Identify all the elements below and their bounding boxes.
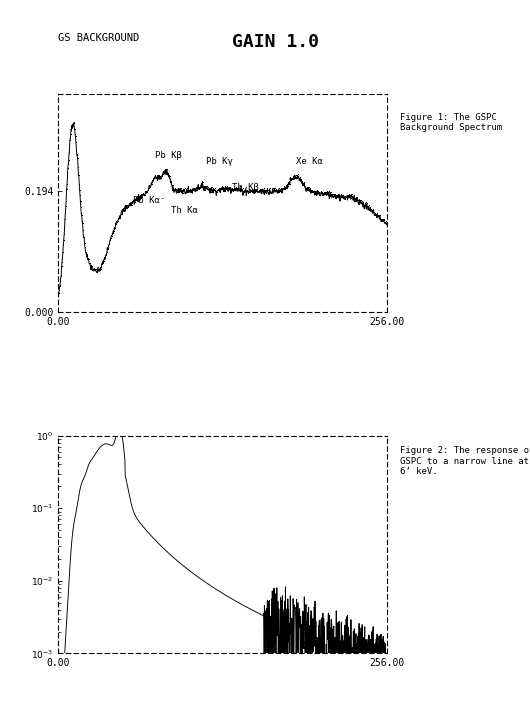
Text: Figure 1: The GSPC
Background Spectrum: Figure 1: The GSPC Background Spectrum: [400, 113, 502, 132]
Text: Th Kβ: Th Kβ: [232, 183, 259, 192]
Text: GS BACKGROUND: GS BACKGROUND: [58, 33, 139, 43]
Text: Pb Kα⁻: Pb Kα⁻: [132, 196, 165, 205]
Text: Figure 2: The response of a
GSPC to a narrow line at
6’ keV.: Figure 2: The response of a GSPC to a na…: [400, 446, 530, 476]
Text: Pb Kγ: Pb Kγ: [206, 157, 233, 166]
Text: Th Kα: Th Kα: [171, 205, 198, 215]
Text: Pb Kβ: Pb Kβ: [155, 151, 181, 160]
Text: Xe Kα: Xe Kα: [296, 157, 323, 166]
Text: GAIN 1.0: GAIN 1.0: [232, 33, 319, 51]
